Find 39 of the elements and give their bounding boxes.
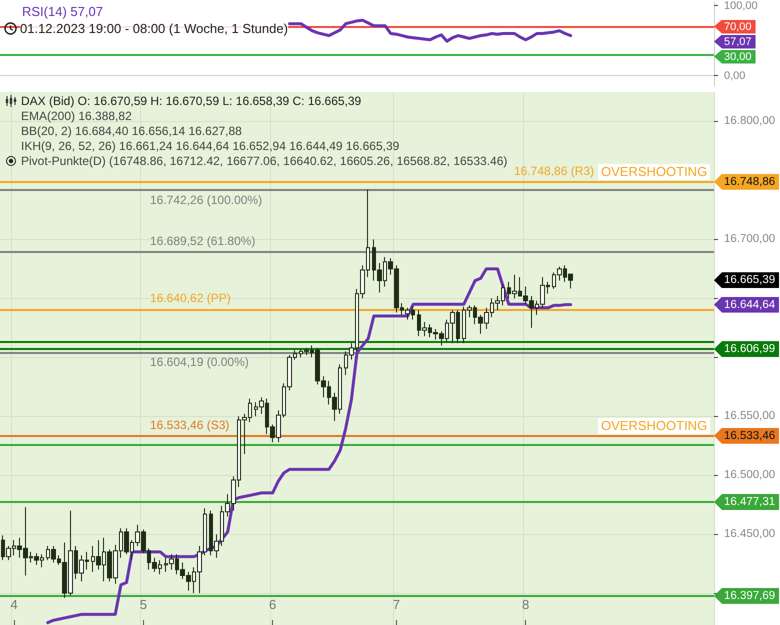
y-tick-label: 16.748,86: [714, 174, 780, 190]
y-tick-label: 16.533,46: [714, 428, 780, 444]
x-tick-label: 7: [392, 597, 400, 612]
ref-line-label: 16.689,52 (61.80%): [150, 234, 256, 249]
annotation: OVERSHOOTING: [598, 418, 710, 434]
y-tick-label: 16.644,64: [714, 296, 780, 313]
y-tick-label: 0,00: [724, 68, 746, 82]
y-tick-label: 70,00: [714, 20, 756, 34]
ref-line-label: 16.604,19 (0.00%): [150, 355, 249, 370]
annotation: OVERSHOOTING: [598, 164, 710, 180]
y-tick-label: 16.606,99: [714, 341, 780, 358]
x-tick-label: 4: [10, 597, 18, 612]
ref-line-label: 16.742,26 (100.00%): [150, 192, 262, 208]
x-tick-label: 5: [140, 597, 147, 612]
annotation: IKH(9, 26, 52, 26) 16.661,24 16.644,64 16.652,94 16.644,49 16.665,39: [21, 139, 400, 154]
annotation: Pivot-Punkte(D) (16748.86, 16712.42, 16677.06, 16640.62, 16605.26, 16568.82, 16533.46): [21, 154, 508, 169]
ref-line-label: 16.533,46 (S3): [150, 418, 230, 433]
y-tick-label: 16.450,00: [724, 527, 776, 542]
line-series: [288, 18, 572, 43]
y-tick-label: 16.665,39: [714, 272, 780, 288]
chart-title: RSI(14) 57,07: [22, 4, 103, 19]
line-series: [46, 267, 572, 624]
x-tick-label: 8: [522, 597, 530, 612]
y-tick-label: 16.477,31: [714, 494, 780, 510]
ref-line-label: 16.640,62 (PP): [150, 291, 231, 306]
y-tick-label: 16.397,69: [714, 588, 780, 604]
y-tick-label: 16.550,00: [724, 409, 776, 424]
y-tick-label: 16.500,00: [724, 468, 776, 482]
y-tick-label: 30,00: [714, 50, 756, 64]
y-tick-label: 16.800,00: [724, 114, 776, 128]
chart-title: DAX (Bid) O: 16.670,59 H: 16.670,59 L: 16.658,39 C: 16.665,39: [21, 94, 362, 109]
annotation: EMA(200) 16.388,82: [21, 109, 132, 124]
ref-line-label: 16.748,86 (R3): [514, 164, 594, 179]
y-tick-label: 100,00: [724, 0, 758, 12]
text: 01.12.2023 19:00 - 08:00 (1 Woche, 1 Stunde): [20, 21, 288, 36]
x-tick-label: 6: [269, 597, 276, 612]
annotation: BB(20, 2) 16.684,40 16.656,14 16.627,88: [21, 124, 242, 139]
y-tick-label: 16.700,00: [724, 232, 776, 246]
y-tick-label: 57,07: [714, 34, 756, 48]
